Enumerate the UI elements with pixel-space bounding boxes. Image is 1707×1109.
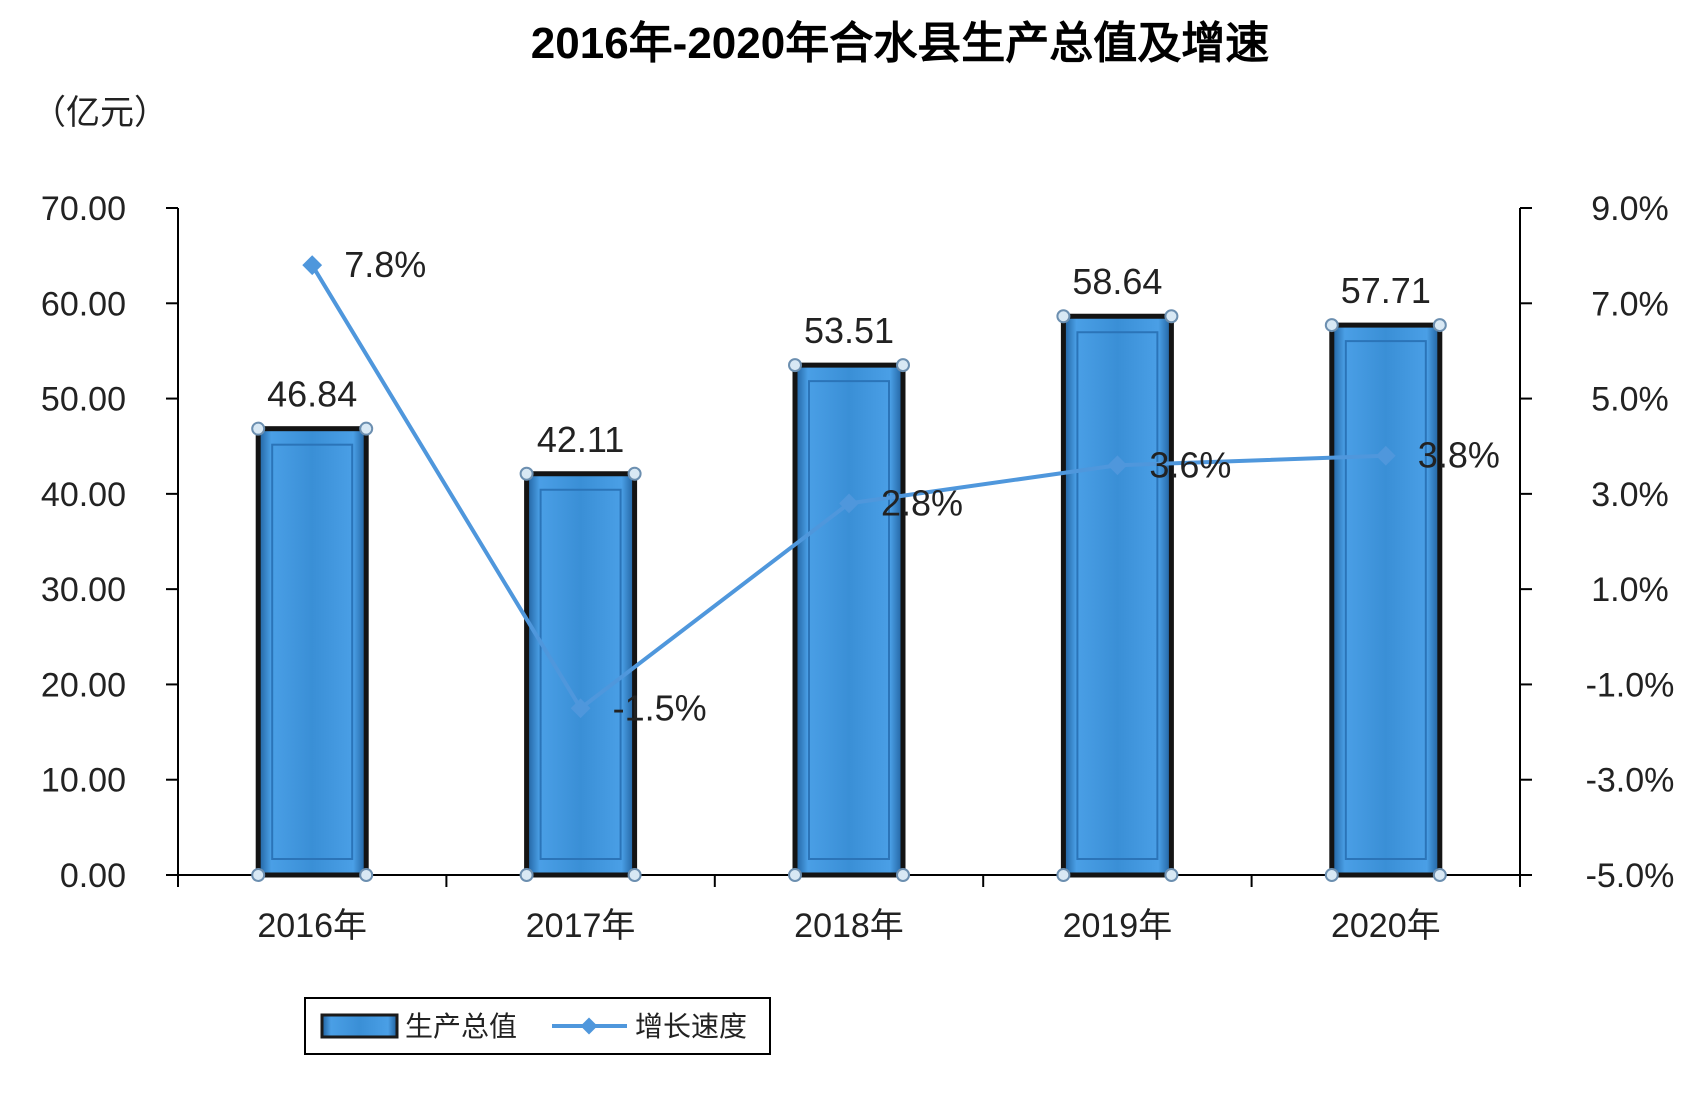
- growth-value-label: -1.5%: [613, 687, 707, 728]
- bar-corner-dot: [359, 421, 374, 436]
- bar-series: [251, 309, 1447, 882]
- axes: 0.00 10.00 20.00 30.00 40.00 50.00 60.00 70.00 -…: [41, 190, 1675, 945]
- data-labels: 46.84 42.11 53.51 58.64 57.71 7.8% -1.5% 2.8% 3.…: [267, 244, 1500, 728]
- bar-bevel: [539, 488, 622, 860]
- bar-corner-dot: [519, 466, 534, 481]
- y-right-tick-label: 3.0%: [1591, 476, 1669, 514]
- bar-corner-dot: [788, 358, 802, 373]
- bar: [524, 471, 638, 878]
- y-left-tick-label: 20.00: [41, 666, 126, 704]
- y-left-tick-label: 60.00: [41, 285, 126, 323]
- x-tick-label: 2018年: [794, 907, 904, 945]
- y-left-tick-label: 0.00: [60, 857, 126, 895]
- bar-value-label: 57.71: [1341, 270, 1431, 311]
- bar-corner-dot: [1324, 318, 1339, 333]
- bar: [255, 426, 369, 878]
- y-axis-unit-label: （亿元）: [32, 94, 168, 132]
- bar-corner-dot: [359, 868, 374, 882]
- y-right-tick-label: 5.0%: [1591, 381, 1669, 419]
- bar-value-label: 42.11: [537, 419, 624, 460]
- bar-corner-dot: [1432, 868, 1447, 882]
- growth-point: [302, 255, 323, 276]
- x-tick-label: 2019年: [1063, 907, 1173, 945]
- chart-title: 2016年-2020年合水县生产总值及增速: [531, 19, 1269, 68]
- growth-point: [1107, 455, 1128, 476]
- bar-corner-dot: [1432, 318, 1447, 333]
- legend-bar-swatch: [320, 1013, 399, 1039]
- legend: 生产总值 增长速度: [304, 997, 771, 1055]
- y-right-tick-label: 1.0%: [1591, 571, 1669, 609]
- bar-corner-dot: [1056, 309, 1071, 324]
- growth-value-label: 2.8%: [881, 482, 963, 523]
- bar-value-label: 46.84: [267, 374, 357, 415]
- bar-corner-dot: [1164, 868, 1179, 882]
- bar-corner-dot: [519, 868, 534, 882]
- bar: [1329, 322, 1443, 878]
- bar-corner-dot: [896, 868, 910, 882]
- y-right-tick-label: 9.0%: [1591, 190, 1669, 228]
- legend-line-marker: [580, 1017, 598, 1035]
- bar: [792, 362, 906, 878]
- y-right-tick-label: -1.0%: [1586, 666, 1675, 704]
- y-right-tick-label: 7.0%: [1591, 285, 1669, 323]
- bar-bevel: [1344, 340, 1427, 860]
- bar-corner-dot: [1324, 868, 1339, 882]
- growth-point: [839, 493, 859, 514]
- legend-bar-label: 生产总值: [405, 1011, 517, 1042]
- bar-corner-dot: [627, 868, 642, 882]
- y-right-tick-label: -3.0%: [1586, 762, 1675, 800]
- y-right-tick-label: -5.0%: [1586, 857, 1675, 895]
- x-tick-label: 2020年: [1331, 907, 1441, 945]
- bar-corner-dot: [251, 868, 266, 882]
- growth-point: [570, 698, 591, 719]
- bar-value-label: 58.64: [1072, 261, 1162, 302]
- bar: [1060, 313, 1174, 878]
- y-left-tick-label: 50.00: [41, 381, 126, 419]
- bar-corner-dot: [788, 868, 802, 882]
- bar-corner-dot: [1056, 868, 1071, 882]
- x-tick-label: 2016年: [257, 907, 367, 945]
- line-series: [302, 255, 1396, 719]
- y-left-tick-label: 30.00: [41, 571, 126, 609]
- bar-bevel: [271, 443, 354, 860]
- bar-value-label: 53.51: [804, 310, 894, 351]
- bar-corner-dot: [1164, 309, 1179, 324]
- legend-line-label: 增长速度: [635, 1011, 747, 1042]
- growth-value-label: 7.8%: [344, 244, 426, 285]
- bar-corner-dot: [251, 421, 266, 436]
- y-left-tick-label: 40.00: [41, 476, 126, 514]
- x-tick-label: 2017年: [526, 907, 636, 945]
- growth-point: [1375, 445, 1396, 466]
- bar-bevel: [808, 380, 890, 860]
- bar-corner-dot: [896, 358, 910, 373]
- bar-bevel: [1076, 331, 1159, 860]
- growth-value-label: 3.8%: [1418, 435, 1500, 476]
- bar-corner-dot: [627, 466, 642, 481]
- y-left-tick-label: 10.00: [41, 762, 126, 800]
- growth-value-label: 3.6%: [1149, 444, 1231, 485]
- y-left-tick-label: 70.00: [41, 190, 126, 228]
